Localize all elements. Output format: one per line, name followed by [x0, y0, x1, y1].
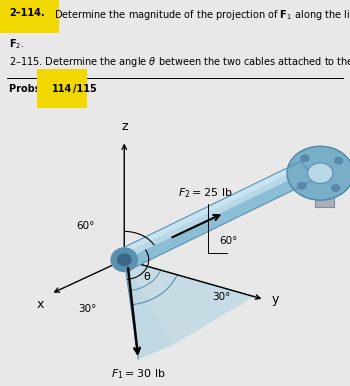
- Polygon shape: [117, 161, 304, 255]
- Text: $F_2 = 25$ lb: $F_2 = 25$ lb: [178, 186, 233, 200]
- Polygon shape: [124, 170, 315, 269]
- Text: $F_1 = 30$ lb: $F_1 = 30$ lb: [111, 367, 166, 381]
- Circle shape: [287, 146, 350, 200]
- Text: 60°: 60°: [76, 221, 95, 231]
- Text: /115: /115: [73, 84, 97, 94]
- Text: Probs. 2–: Probs. 2–: [9, 84, 59, 94]
- Text: 30°: 30°: [78, 305, 96, 315]
- Circle shape: [308, 163, 333, 183]
- Circle shape: [334, 157, 343, 164]
- Polygon shape: [315, 148, 334, 207]
- Text: 30°: 30°: [212, 292, 230, 302]
- Text: 114: 114: [52, 84, 72, 94]
- Circle shape: [301, 155, 309, 162]
- Polygon shape: [117, 161, 308, 260]
- Ellipse shape: [117, 253, 132, 266]
- Polygon shape: [124, 260, 173, 359]
- Circle shape: [331, 185, 340, 191]
- Text: $\mathbf{F}_2$.: $\mathbf{F}_2$.: [9, 37, 24, 51]
- Text: 60°: 60°: [219, 235, 237, 245]
- Circle shape: [298, 182, 306, 189]
- Polygon shape: [124, 260, 254, 345]
- Text: 2–114.: 2–114.: [9, 8, 44, 18]
- Text: x: x: [36, 298, 44, 311]
- Text: 2–115. Determine the angle $\theta$ between the two cables attached to the pipe.: 2–115. Determine the angle $\theta$ betw…: [9, 55, 350, 69]
- Text: y: y: [271, 293, 279, 306]
- Text: θ: θ: [144, 272, 150, 282]
- Text: Determine the magnitude of the projection of $\mathbf{F}_1$ along the line of ac: Determine the magnitude of the projectio…: [51, 8, 350, 22]
- Ellipse shape: [111, 248, 138, 272]
- Text: z: z: [121, 120, 127, 134]
